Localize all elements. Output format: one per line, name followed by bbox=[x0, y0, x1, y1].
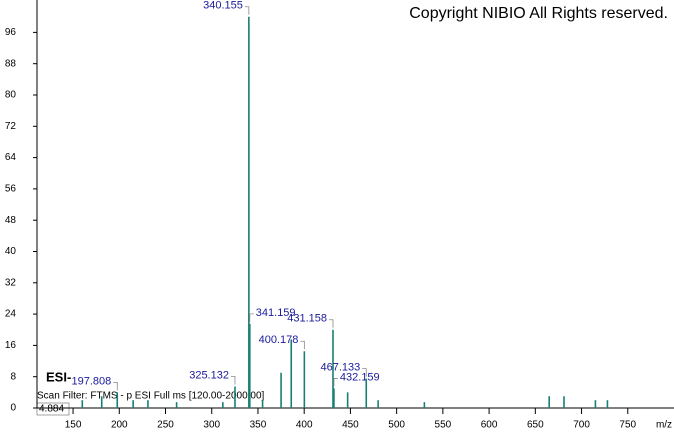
y-tick-label: 80 bbox=[5, 90, 17, 101]
x-tick-label: 350 bbox=[250, 420, 267, 431]
x-tick-label: 700 bbox=[573, 420, 590, 431]
y-tick-label: 56 bbox=[5, 184, 17, 195]
x-tick-label: 500 bbox=[388, 420, 405, 431]
peak-label: 325.132 bbox=[189, 369, 229, 381]
label-leader bbox=[328, 319, 334, 328]
peak-label: 432.159 bbox=[340, 371, 380, 383]
x-tick-label: 550 bbox=[435, 420, 452, 431]
peak-label: 400.178 bbox=[259, 334, 299, 346]
y-tick-label: 16 bbox=[5, 340, 17, 351]
retention: 4.884 bbox=[39, 404, 64, 415]
label-leader bbox=[113, 381, 118, 391]
x-tick-label: 450 bbox=[342, 420, 359, 431]
x-tick-label: 400 bbox=[296, 420, 313, 431]
peak-label: 431.158 bbox=[287, 313, 327, 325]
peak-label: 340.155 bbox=[203, 0, 243, 12]
x-tick-label: 750 bbox=[619, 420, 636, 431]
y-tick-label: 64 bbox=[5, 152, 17, 163]
copyright: Copyright NIBIO All Rights reserved. bbox=[409, 5, 668, 22]
y-tick-label: 24 bbox=[5, 309, 17, 320]
y-tick-label: 88 bbox=[5, 58, 17, 69]
retention-box bbox=[36, 402, 70, 416]
x-tick-label: 150 bbox=[65, 420, 82, 431]
scan-filter: Scan Filter: FTMS - p ESI Full ms [120.0… bbox=[37, 391, 265, 402]
x-tick-label: 600 bbox=[481, 420, 498, 431]
label-leader bbox=[333, 378, 338, 387]
label-leader bbox=[230, 376, 236, 385]
x-tick-label: 200 bbox=[111, 420, 128, 431]
peak-label: 197.808 bbox=[71, 375, 111, 387]
peak-label: 341.159 bbox=[256, 307, 296, 319]
label-leader bbox=[300, 340, 305, 350]
y-tick-label: 8 bbox=[10, 371, 16, 382]
label-leader bbox=[244, 6, 250, 15]
y-tick-label: 48 bbox=[5, 215, 17, 226]
x-tick-label: 250 bbox=[157, 420, 174, 431]
y-tick-label: 40 bbox=[5, 246, 17, 257]
label-leader bbox=[249, 313, 254, 322]
ionization: ESI- bbox=[46, 369, 71, 384]
x-tick-label: 650 bbox=[527, 420, 544, 431]
peak-label: 467.133 bbox=[320, 362, 360, 374]
y-tick-label: 32 bbox=[5, 277, 17, 288]
y-tick-label: 72 bbox=[5, 121, 17, 132]
y-tick-label: 96 bbox=[5, 27, 17, 38]
x-tick-label: 300 bbox=[203, 420, 220, 431]
x-axis-label: m/z bbox=[656, 420, 672, 431]
y-tick-label: 0 bbox=[10, 403, 16, 414]
label-leader bbox=[362, 368, 367, 377]
